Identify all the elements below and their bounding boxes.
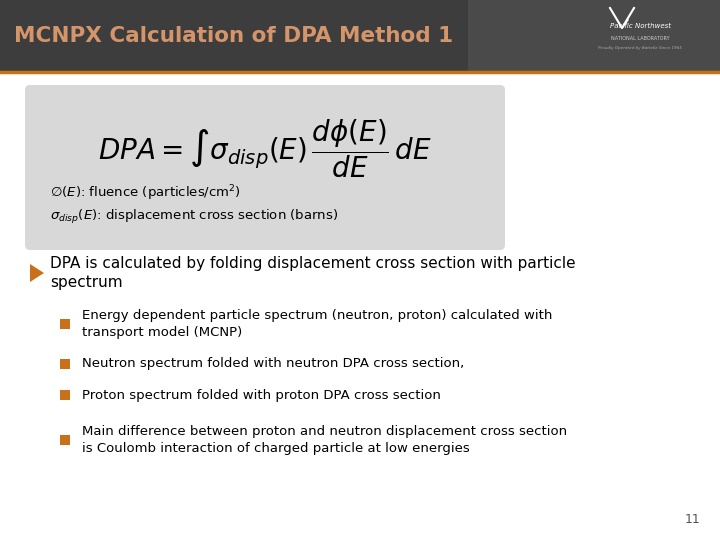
Text: 11: 11 <box>684 513 700 526</box>
Bar <box>0 72 720 540</box>
Text: Pacific Northwest: Pacific Northwest <box>610 23 670 29</box>
Text: Main difference between proton and neutron displacement cross section
is Coulomb: Main difference between proton and neutr… <box>82 426 567 455</box>
Text: $\mathit{DPA} = \int \sigma_{\mathit{disp}}(E)\,\dfrac{d\phi(E)}{dE}\,dE$: $\mathit{DPA} = \int \sigma_{\mathit{dis… <box>98 118 432 180</box>
Text: $\sigma_{\mathit{disp}}(E)$: displacement cross section (barns): $\sigma_{\mathit{disp}}(E)$: displacemen… <box>50 208 338 226</box>
Text: Proudly Operated by Battelle Since 1965: Proudly Operated by Battelle Since 1965 <box>598 46 682 50</box>
Text: NATIONAL LABORATORY: NATIONAL LABORATORY <box>611 36 670 40</box>
Text: Neutron spectrum folded with neutron DPA cross section,: Neutron spectrum folded with neutron DPA… <box>82 357 464 370</box>
Text: DPA is calculated by folding displacement cross section with particle
spectrum: DPA is calculated by folding displacemen… <box>50 256 575 290</box>
Bar <box>60 435 70 445</box>
Bar <box>0 0 468 72</box>
Bar <box>60 319 70 329</box>
Text: $\emptyset(E)$: fluence (particles/cm$^2$): $\emptyset(E)$: fluence (particles/cm$^2… <box>50 183 241 203</box>
Text: Energy dependent particle spectrum (neutron, proton) calculated with
transport m: Energy dependent particle spectrum (neut… <box>82 309 552 339</box>
Bar <box>60 359 70 369</box>
Text: MCNPX Calculation of DPA Method 1: MCNPX Calculation of DPA Method 1 <box>14 26 453 46</box>
Bar <box>0 0 720 72</box>
Polygon shape <box>30 264 44 282</box>
Text: Proton spectrum folded with proton DPA cross section: Proton spectrum folded with proton DPA c… <box>82 388 441 402</box>
FancyBboxPatch shape <box>25 85 505 250</box>
Bar <box>60 390 70 400</box>
